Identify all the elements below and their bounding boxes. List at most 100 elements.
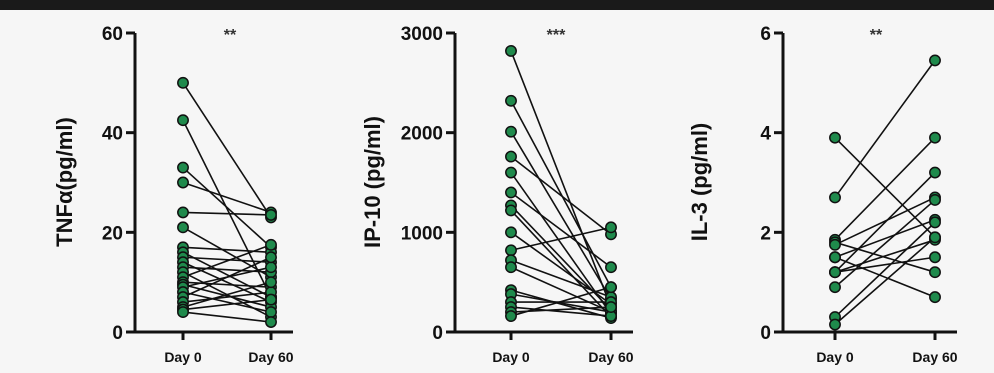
pair-line bbox=[182, 226, 272, 278]
pair-line bbox=[182, 298, 272, 311]
y-tick-label: 60 bbox=[102, 24, 123, 45]
x-tick-label: Day 0 bbox=[492, 349, 530, 365]
data-point-day60 bbox=[265, 261, 277, 274]
pair-line bbox=[182, 283, 272, 308]
pair-line bbox=[182, 82, 272, 218]
data-point-day60 bbox=[265, 238, 277, 251]
data-point-day0 bbox=[829, 281, 841, 294]
pair-line bbox=[182, 256, 272, 264]
pair-line bbox=[834, 256, 936, 273]
significance-annotation: *** bbox=[547, 27, 566, 44]
pair-line bbox=[834, 256, 936, 298]
x-tick-label: Day 60 bbox=[588, 349, 633, 365]
pair-line bbox=[834, 199, 936, 288]
data-point-day60 bbox=[929, 193, 941, 206]
pair-line bbox=[510, 191, 612, 268]
data-point-day60 bbox=[265, 306, 277, 319]
pair-line bbox=[182, 119, 272, 298]
y-tick-label: 6 bbox=[760, 24, 771, 45]
data-point-day0 bbox=[829, 266, 841, 279]
data-point-day60 bbox=[929, 266, 941, 279]
data-point-day0 bbox=[505, 125, 517, 138]
pair-line bbox=[182, 261, 272, 303]
pair-line bbox=[510, 155, 612, 235]
data-point-day0 bbox=[177, 161, 189, 174]
pair-line bbox=[834, 59, 936, 198]
data-point-day60 bbox=[265, 208, 277, 221]
panel-1: 0 20 40 60 Day 0 Day 60 TNFα(pg/ml) ** bbox=[52, 24, 294, 365]
data-point-day60 bbox=[605, 281, 617, 294]
data-point-day0 bbox=[505, 244, 517, 257]
pair-line bbox=[510, 50, 612, 308]
x-tick-label: Day 0 bbox=[816, 349, 854, 365]
panel-3: 0 2 4 6 Day 0 Day 60 IL-3 (pg/ml) ** bbox=[687, 24, 958, 365]
pair-line bbox=[182, 251, 272, 298]
data-point-day0 bbox=[829, 318, 841, 331]
pair-line bbox=[182, 256, 272, 298]
data-point-day0 bbox=[505, 204, 517, 217]
data-point-day60 bbox=[929, 291, 941, 304]
data-point-day0 bbox=[177, 76, 189, 89]
pair-line bbox=[834, 221, 936, 318]
pair-line bbox=[834, 196, 936, 246]
y-tick-label: 0 bbox=[760, 323, 771, 344]
pair-line bbox=[182, 311, 272, 323]
data-point-day0 bbox=[505, 166, 517, 179]
pair-line bbox=[510, 306, 612, 317]
data-point-day60 bbox=[929, 131, 941, 144]
data-point-day60 bbox=[265, 316, 277, 328]
data-point-day60 bbox=[929, 166, 941, 179]
pair-line bbox=[510, 293, 612, 313]
y-tick-label: 0 bbox=[432, 323, 443, 344]
pair-line bbox=[834, 171, 936, 273]
y-axis-label: TNFα(pg/ml) bbox=[52, 117, 77, 247]
pair-line bbox=[182, 266, 272, 273]
pair-line bbox=[510, 226, 612, 252]
data-point-day0 bbox=[177, 114, 189, 127]
data-point-day0 bbox=[829, 131, 841, 144]
y-tick-label: 20 bbox=[102, 223, 123, 244]
data-point-day0 bbox=[505, 150, 517, 163]
data-point-day0 bbox=[505, 261, 517, 274]
y-axis-label: IP-10 (pg/ml) bbox=[360, 116, 385, 248]
pair-line bbox=[510, 286, 612, 317]
pair-line bbox=[510, 209, 612, 318]
data-point-day0 bbox=[505, 310, 517, 323]
y-tick-label: 3000 bbox=[401, 24, 443, 45]
data-point-day0 bbox=[829, 238, 841, 251]
data-point-day0 bbox=[505, 44, 517, 57]
pair-line bbox=[510, 259, 612, 298]
y-tick-label: 1000 bbox=[401, 223, 443, 244]
data-point-day60 bbox=[265, 276, 277, 289]
pair-line bbox=[182, 181, 272, 214]
data-point-day0 bbox=[505, 226, 517, 239]
y-axis-label: IL-3 (pg/ml) bbox=[687, 123, 712, 242]
x-tick-label: Day 60 bbox=[248, 349, 293, 365]
data-point-day60 bbox=[265, 251, 277, 264]
y-tick-label: 2 bbox=[760, 223, 771, 244]
data-point-day60 bbox=[265, 293, 277, 306]
data-point-day60 bbox=[605, 261, 617, 274]
y-tick-label: 2000 bbox=[401, 124, 443, 145]
data-point-day0 bbox=[505, 186, 517, 199]
pair-line bbox=[510, 131, 612, 300]
data-point-day60 bbox=[929, 251, 941, 264]
pair-line bbox=[182, 281, 272, 308]
y-tick-label: 4 bbox=[760, 124, 771, 145]
pair-line bbox=[182, 166, 272, 248]
pair-line bbox=[182, 211, 272, 216]
data-point-day0 bbox=[829, 191, 841, 204]
pair-line bbox=[510, 100, 612, 288]
pair-line bbox=[182, 244, 272, 278]
data-point-day0 bbox=[177, 306, 189, 319]
data-point-day0 bbox=[177, 221, 189, 234]
pair-line bbox=[834, 137, 936, 238]
pair-line bbox=[834, 137, 936, 241]
significance-annotation: ** bbox=[224, 27, 237, 44]
data-point-day60 bbox=[929, 216, 941, 229]
data-point-day60 bbox=[929, 231, 941, 244]
pair-line bbox=[834, 241, 936, 273]
data-point-day60 bbox=[605, 221, 617, 234]
panel-2: 0 1000 2000 3000 Day 0 Day 60 IP-10 (pg/ml) *** bbox=[360, 24, 634, 365]
